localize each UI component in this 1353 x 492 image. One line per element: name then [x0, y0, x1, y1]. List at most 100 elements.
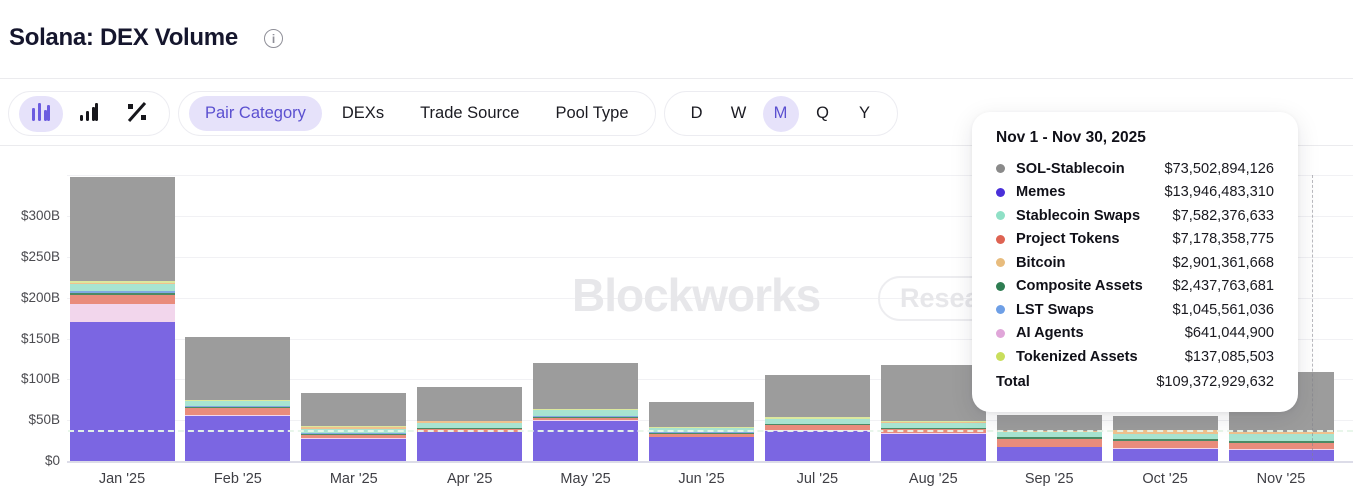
bar-segment-bitcoin	[1112, 430, 1218, 435]
stacked-bar-chart-button[interactable]	[19, 95, 63, 132]
lst-swaps-dot-icon	[996, 305, 1005, 315]
bar-segment-bitcoin	[69, 283, 175, 285]
y-axis-tick: $150B	[20, 330, 60, 346]
bar-segment-project-tokens	[301, 434, 407, 438]
bar-segment-ai-agents	[69, 304, 175, 323]
tooltip-row-label: Bitcoin	[1016, 254, 1066, 271]
bar-segment-lst-swaps	[880, 427, 986, 429]
tooltip-row-value: $137,085,503	[1184, 348, 1274, 365]
tooltip-rows: SOL-Stablecoin $73,502,894,126 Memes $13,94…	[996, 157, 1274, 369]
tab-dexs[interactable]: DEXs	[326, 96, 400, 131]
range-d-button[interactable]: D	[679, 96, 715, 132]
bar-jan--25[interactable]	[69, 177, 175, 461]
tooltip-row-value: $73,502,894,126	[1164, 160, 1274, 177]
bar-segment-ai-agents	[880, 433, 986, 435]
bar-segment-composite-assets	[649, 433, 754, 435]
bar-segment-composite-assets	[185, 406, 291, 408]
blockworks-watermark: Blockworks	[572, 269, 821, 321]
y-axis-tick: $300B	[20, 208, 60, 224]
bar-segment-stablecoin-swaps	[1112, 434, 1218, 439]
page-title: Solana: DEX Volume	[9, 24, 238, 51]
bar-segment-project-tokens	[764, 425, 870, 431]
bar-segment-sol-stablecoin	[301, 392, 407, 427]
reference-dashed-line	[68, 430, 1353, 432]
bar-segment-bitcoin	[301, 427, 407, 429]
bar-segment-composite-assets	[880, 428, 986, 430]
bar-segment-sol-stablecoin	[764, 375, 870, 417]
range-w-button[interactable]: W	[721, 96, 757, 132]
tooltip-row-value: $7,178,358,775	[1172, 231, 1274, 248]
gridline-250b	[67, 257, 1353, 259]
tab-trade-source[interactable]: Trade Source	[404, 96, 535, 131]
info-icon[interactable]: i	[264, 29, 283, 48]
tooltip-row: Project Tokens $7,178,358,775	[996, 228, 1274, 252]
bar-segment-stablecoin-swaps	[533, 410, 639, 417]
bar-aug--25[interactable]	[880, 365, 986, 461]
y-axis-tick: $0	[44, 453, 60, 468]
memes-dot-icon	[996, 187, 1005, 197]
tooltip-row-label: Tokenized Assets	[1016, 348, 1138, 365]
bar-segment-bitcoin	[533, 409, 639, 411]
bar-jun--25[interactable]	[649, 401, 754, 461]
bar-segment-lst-swaps	[764, 423, 870, 425]
tooltip-total-label: Total	[996, 373, 1030, 390]
percent-view-button[interactable]	[115, 96, 159, 132]
bar-segment-memes	[1228, 449, 1334, 461]
bar-segment-lst-swaps	[649, 432, 754, 434]
bar-segment-tokenized-assets	[764, 416, 870, 419]
bar-segment-project-tokens	[185, 408, 291, 415]
bar-jul--25[interactable]	[764, 375, 870, 461]
range-m-button[interactable]: M	[762, 95, 799, 132]
composite-assets-dot-icon	[996, 281, 1005, 291]
bar-segment-sol-stablecoin	[649, 401, 754, 428]
bar-segment-lst-swaps	[1228, 440, 1334, 442]
tooltip-row-value: $2,901,361,668	[1172, 254, 1274, 271]
ascending-bar-chart-button[interactable]	[67, 96, 111, 132]
x-axis-label: Mar '25	[329, 471, 378, 487]
bar-may--25[interactable]	[533, 362, 639, 461]
tooltip-row-value: $13,946,483,310	[1164, 184, 1274, 201]
bar-segment-stablecoin-swaps	[69, 284, 175, 291]
bar-segment-composite-assets	[301, 433, 407, 435]
range-y-button[interactable]: Y	[847, 96, 883, 132]
bar-segment-composite-assets	[69, 292, 175, 295]
bar-segment-composite-assets	[764, 424, 870, 426]
bar-segment-composite-assets	[1112, 439, 1218, 442]
y-axis-tick: $50B	[28, 412, 60, 428]
x-axis-label: Aug '25	[908, 471, 958, 487]
bar-segment-memes	[1112, 448, 1218, 461]
bar-segment-memes	[880, 434, 986, 461]
tooltip-row-label: SOL-Stablecoin	[1016, 160, 1125, 177]
chart-type-group	[8, 91, 170, 136]
tooltip-row-label: AI Agents	[1016, 325, 1084, 342]
bar-segment-project-tokens	[1228, 443, 1334, 450]
bar-sep--25[interactable]	[996, 415, 1102, 461]
tooltip-total-value: $109,372,929,632	[1156, 373, 1274, 390]
tooltip-row-label: Memes	[1016, 184, 1066, 201]
range-q-button[interactable]: Q	[805, 96, 841, 132]
x-axis-label: Nov '25	[1256, 471, 1306, 487]
tooltip-row: Memes $13,946,483,310	[996, 181, 1274, 205]
tooltip-row: Stablecoin Swaps $7,582,376,633	[996, 204, 1274, 228]
bar-segment-sol-stablecoin	[996, 415, 1102, 431]
bar-feb--25[interactable]	[185, 337, 291, 461]
bar-segment-memes	[301, 438, 407, 461]
tooltip-row-label: Project Tokens	[1016, 231, 1120, 248]
bar-segment-bitcoin	[880, 421, 986, 423]
bar-segment-stablecoin-swaps	[880, 422, 986, 428]
bar-oct--25[interactable]	[1112, 415, 1218, 461]
bar-segment-sol-stablecoin	[417, 387, 523, 421]
bar-apr--25[interactable]	[417, 387, 523, 461]
bar-segment-sol-stablecoin	[1112, 415, 1218, 430]
tab-pair-category[interactable]: Pair Category	[189, 96, 322, 131]
bar-segment-project-tokens	[996, 438, 1102, 447]
bar-mar--25[interactable]	[301, 392, 407, 461]
tooltip-row-value: $7,582,376,633	[1172, 207, 1274, 224]
tooltip-row-label: Composite Assets	[1016, 278, 1143, 295]
y-axis-tick: $200B	[20, 289, 60, 305]
tokenized-assets-dot-icon	[996, 352, 1005, 362]
bar-segment-memes	[417, 432, 523, 461]
tab-pool-type[interactable]: Pool Type	[539, 96, 644, 131]
chart-toolbar: Pair Category DEXs Trade Source Pool Type D…	[8, 91, 898, 136]
